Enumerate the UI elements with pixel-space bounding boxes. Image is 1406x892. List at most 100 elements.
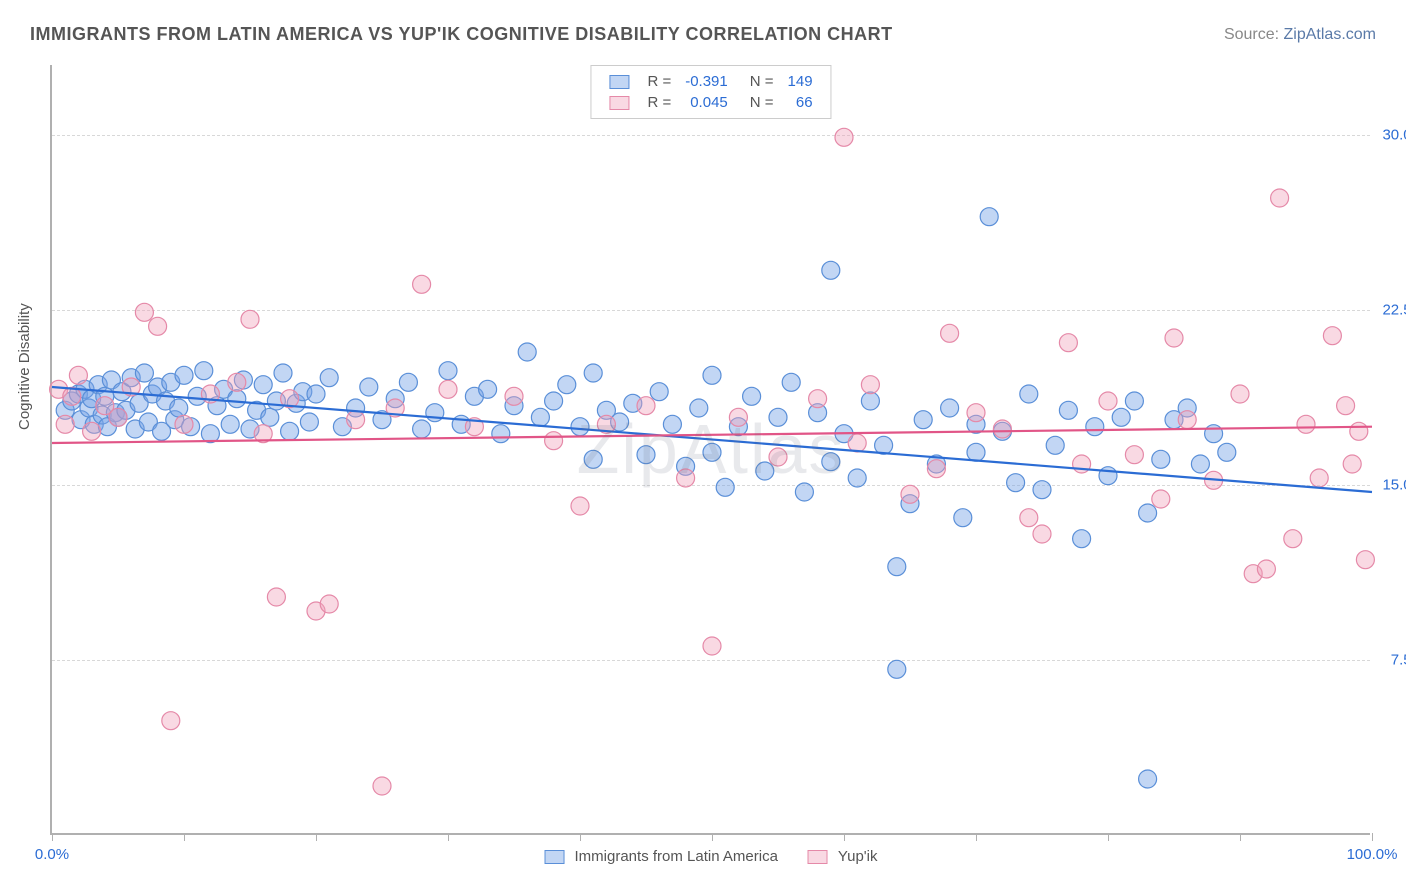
scatter-point [558, 376, 576, 394]
scatter-point [1191, 455, 1209, 473]
scatter-point [439, 380, 457, 398]
scatter-point [1033, 481, 1051, 499]
scatter-point [967, 404, 985, 422]
scatter-point [1139, 770, 1157, 788]
scatter-point [531, 408, 549, 426]
scatter-point [584, 364, 602, 382]
x-tick [52, 833, 53, 841]
legend-row: R =0.045N =66 [603, 93, 818, 112]
scatter-point [1125, 392, 1143, 410]
scatter-point [690, 399, 708, 417]
scatter-point [1139, 504, 1157, 522]
y-tick-label: 30.0% [1382, 127, 1406, 144]
scatter-point [505, 387, 523, 405]
x-tick [580, 833, 581, 841]
scatter-point [901, 485, 919, 503]
source-link[interactable]: ZipAtlas.com [1284, 26, 1376, 43]
x-tick [1108, 833, 1109, 841]
scatter-point [888, 558, 906, 576]
scatter-point [267, 588, 285, 606]
scatter-point [69, 366, 87, 384]
scatter-point [756, 462, 774, 480]
scatter-point [941, 399, 959, 417]
scatter-point [769, 408, 787, 426]
scatter-point [1020, 509, 1038, 527]
scatter-point [413, 420, 431, 438]
y-tick-label: 15.0% [1382, 477, 1406, 494]
scatter-point [993, 420, 1011, 438]
scatter-point [571, 418, 589, 436]
scatter-point [307, 385, 325, 403]
scatter-point [135, 303, 153, 321]
scatter-point [518, 343, 536, 361]
scatter-point [941, 324, 959, 342]
scatter-point [175, 366, 193, 384]
scatter-point [703, 637, 721, 655]
x-tick [976, 833, 977, 841]
correlation-legend: R =-0.391N =149R =0.045N =66 [590, 65, 831, 119]
scatter-point [170, 399, 188, 417]
scatter-point [914, 411, 932, 429]
scatter-point [135, 364, 153, 382]
scatter-point [1073, 530, 1091, 548]
scatter-point [1218, 443, 1236, 461]
scatter-point [149, 317, 167, 335]
scatter-point [1059, 401, 1077, 419]
scatter-point [703, 366, 721, 384]
scatter-point [967, 443, 985, 461]
x-tick [1240, 833, 1241, 841]
scatter-point [545, 432, 563, 450]
scatter-point [413, 275, 431, 293]
scatter-point [1046, 436, 1064, 454]
scatter-point [637, 397, 655, 415]
scatter-point [729, 408, 747, 426]
scatter-point [1231, 385, 1249, 403]
source-prefix: Source: [1224, 26, 1284, 43]
scatter-point [1020, 385, 1038, 403]
scatter-point [703, 443, 721, 461]
scatter-point [848, 469, 866, 487]
scatter-point [795, 483, 813, 501]
source-attribution: Source: ZipAtlas.com [1224, 26, 1376, 44]
scatter-point [221, 415, 239, 433]
scatter-point [479, 380, 497, 398]
scatter-point [1112, 408, 1130, 426]
scatter-point [1165, 329, 1183, 347]
scatter-point [195, 362, 213, 380]
scatter-point [1343, 455, 1361, 473]
scatter-point [927, 460, 945, 478]
scatter-point [716, 478, 734, 496]
scatter-point [848, 434, 866, 452]
chart-plot-area: 7.5%15.0%22.5%30.0%0.0%100.0% ZipAtlas R… [50, 65, 1370, 835]
scatter-point [281, 422, 299, 440]
x-tick [316, 833, 317, 841]
scatter-point [861, 392, 879, 410]
scatter-point [1152, 490, 1170, 508]
series-legend: Immigrants from Latin AmericaYup'ik [545, 848, 878, 865]
scatter-svg [52, 65, 1370, 833]
scatter-point [1086, 418, 1104, 436]
x-tick [448, 833, 449, 841]
scatter-point [228, 390, 246, 408]
scatter-point [888, 660, 906, 678]
scatter-point [1257, 560, 1275, 578]
legend-item: Yup'ik [808, 848, 878, 865]
scatter-point [1178, 411, 1196, 429]
x-tick [844, 833, 845, 841]
scatter-point [677, 469, 695, 487]
scatter-point [274, 364, 292, 382]
scatter-point [1310, 469, 1328, 487]
scatter-point [56, 415, 74, 433]
scatter-point [584, 450, 602, 468]
scatter-point [254, 376, 272, 394]
scatter-point [492, 425, 510, 443]
scatter-point [861, 376, 879, 394]
scatter-point [1323, 327, 1341, 345]
scatter-point [782, 373, 800, 391]
scatter-point [1297, 415, 1315, 433]
scatter-point [637, 446, 655, 464]
scatter-point [320, 369, 338, 387]
scatter-point [1125, 446, 1143, 464]
scatter-point [1152, 450, 1170, 468]
scatter-point [399, 373, 417, 391]
